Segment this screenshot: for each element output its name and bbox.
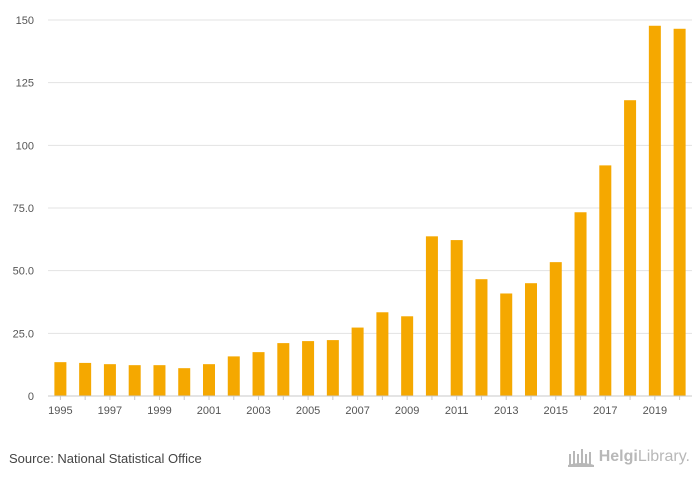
bar-2019[interactable] [648,25,661,397]
bar-2011[interactable] [450,240,463,396]
y-tick-label: 0 [28,391,34,403]
bar-2000[interactable] [178,368,191,396]
axes: 0 25.0 50.0 75.0 100 125 150 1995 1997 1999 2001 20… [13,15,692,417]
x-tick-label: 1997 [98,405,122,417]
library-logo-icon [567,449,594,467]
x-tick-label: 2011 [445,405,469,417]
chart: 0 25.0 50.0 75.0 100 125 150 1995 1997 1999 2001 20… [13,15,692,417]
x-tick-label: 2019 [643,405,667,417]
bar-2008[interactable] [376,312,389,396]
y-tick-label: 125 [16,78,34,90]
y-tick-label: 25.0 [13,328,34,340]
bar-2014[interactable] [525,283,537,396]
x-tick-label: 2013 [494,405,518,417]
y-tick-label: 75.0 [13,203,34,215]
bar-2012[interactable] [475,279,488,396]
bar-2003[interactable] [252,352,265,396]
bar-2006[interactable] [326,340,339,396]
bar-2005[interactable] [302,341,315,396]
y-tick-label: 100 [16,140,34,152]
x-tick-label: 2017 [593,405,617,417]
bar-2018[interactable] [624,100,637,397]
grid-lines [48,19,692,334]
bar-2007[interactable] [351,327,364,396]
footer: Source: National Statistical Office Helg… [0,440,700,483]
bar-2017[interactable] [599,165,612,396]
bar-1999[interactable] [153,365,166,396]
x-tick-label: 2009 [395,405,419,417]
brand-name-light: Library. [637,448,690,465]
bar-2016[interactable] [574,212,587,396]
bar-2001[interactable] [203,364,215,396]
x-tick-label: 2015 [544,405,568,417]
bar-1998[interactable] [128,365,141,396]
bar-1996[interactable] [79,362,92,396]
bar-1995[interactable] [54,362,67,396]
bar-2002[interactable] [227,356,240,396]
bar-2010[interactable] [425,236,438,396]
source-note: Source: National Statistical Office [9,451,202,466]
brand-name: HelgiLibrary. [599,448,690,466]
bar-2020[interactable] [673,28,686,396]
bar-1997[interactable] [103,364,116,396]
x-tick-label: 1995 [48,405,72,417]
brand-name-bold: Helgi [598,448,638,465]
brand-logo[interactable]: HelgiLibrary. [567,446,690,468]
bar-2013[interactable] [500,293,513,396]
x-tick-label: 2007 [345,405,369,417]
x-tick-label: 2005 [296,405,320,417]
bars [54,25,686,397]
y-tick-label: 150 [16,15,34,27]
bar-2015[interactable] [549,262,562,396]
x-tick-label: 2001 [197,405,221,417]
bar-2009[interactable] [401,316,414,396]
y-tick-label: 50.0 [13,266,34,278]
bar-2004[interactable] [277,343,290,396]
x-tick-label: 1999 [147,405,171,417]
x-tick-label: 2003 [246,405,270,417]
